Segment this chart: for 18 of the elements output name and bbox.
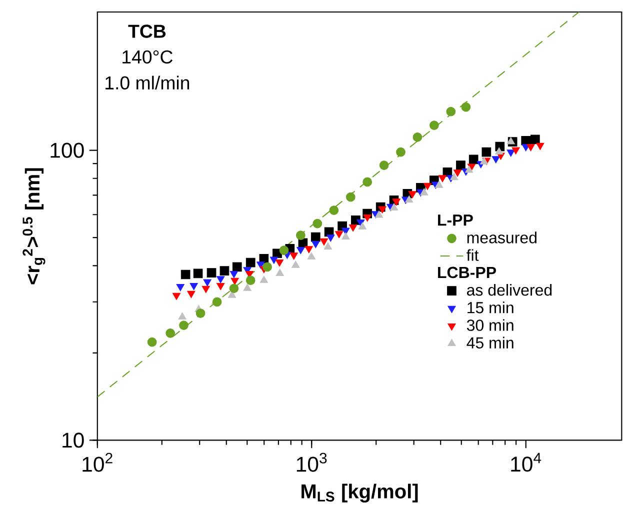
y-axis-title: <r$_{g}$$^{2}$>$^{0.5}$ [nm] — [22, 168, 46, 284]
annotation: 1.0 ml/min — [106, 76, 190, 90]
x-tick-label: 10$^{2}$ — [82, 452, 112, 472]
y-tick-label: 100 — [50, 142, 84, 158]
y-tick-label: 10 — [62, 432, 84, 448]
legend-label: as delivered — [466, 284, 552, 296]
legend-label: measured — [467, 231, 536, 244]
x-tick-label: 10$^{4}$ — [511, 452, 542, 472]
legend-label: 45 min — [466, 336, 514, 348]
legend-label: fit — [466, 249, 479, 261]
annotation: TCB — [128, 24, 166, 38]
x-tick-label: 10$^{3}$ — [296, 452, 327, 472]
annotation: L-PP — [438, 214, 473, 226]
annotation: 140°C — [122, 50, 173, 64]
annotation: LCB-PP — [438, 266, 496, 278]
legend-label: 30 min — [466, 319, 514, 331]
legend-label: 15 min — [468, 301, 514, 314]
x-axis-title: M$_{LS}$ [kg/mol] — [302, 484, 418, 502]
